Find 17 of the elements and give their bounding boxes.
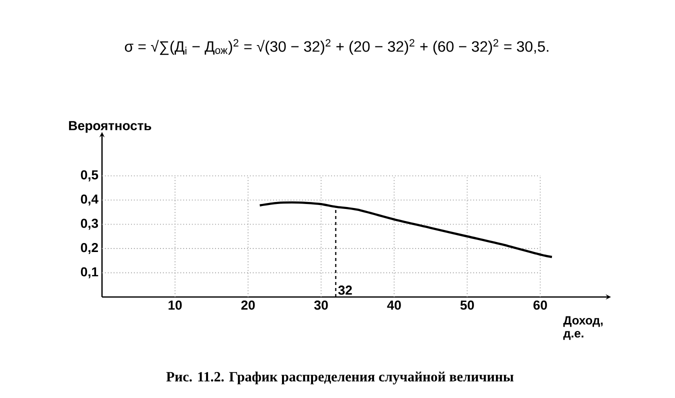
text: Рис. 11.2. График распределения случайной величины — [166, 372, 514, 384]
x-axis-title: Доход, д.е. — [563, 316, 603, 340]
y-tick-label: 0,4 — [80, 194, 98, 206]
y-tick-label: 0,1 — [80, 267, 98, 278]
y-tick-label: 0,5 — [80, 170, 98, 182]
x-tick-label: 20 — [241, 300, 255, 310]
line-series — [258, 201, 554, 258]
x-tick-label: 50 — [460, 300, 474, 310]
ref-line-label: 32 — [338, 286, 352, 295]
y-axis-title: Вероятность — [69, 121, 152, 133]
x-tick-label: 60 — [533, 300, 547, 310]
y-tick-label: 0,2 — [80, 242, 98, 254]
x-tick-label: 10 — [168, 300, 182, 310]
y-tick-label: 0,3 — [80, 218, 98, 230]
x-tick-label: 30 — [314, 300, 328, 310]
x-tick-label: 40 — [387, 300, 401, 310]
text: σ = √∑(Д$_{i}$ − Д$_{ож}$)$^{2}$ = √(30 − 32)$^{2}$ + (20 − 32)$^{2}$ + (60 − 32)$^{2}$ = 30,5. — [124, 39, 548, 55]
